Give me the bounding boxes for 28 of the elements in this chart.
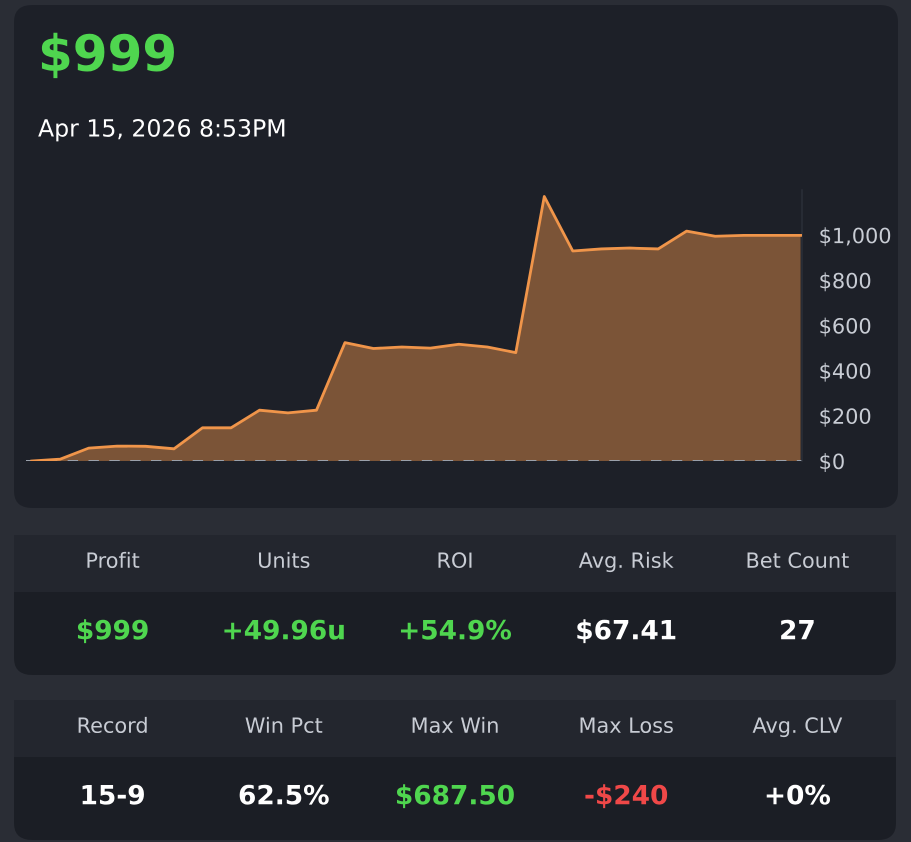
chart-title: $999: [42, 32, 174, 78]
category-label: Win Pct: [246, 716, 322, 734]
text: $999: [78, 619, 148, 644]
y-tick-label: $200: [820, 408, 870, 427]
y-tick-label: $400: [820, 362, 870, 382]
text: $67.41: [577, 619, 676, 644]
category-label: Units: [258, 552, 310, 568]
y-tick-label: $1,000: [820, 227, 890, 246]
text: 27: [781, 620, 814, 640]
text: +54.9%: [400, 620, 511, 640]
category-label: Max Win: [412, 716, 498, 734]
text: -$240: [585, 784, 668, 808]
category-label: Bet Count: [748, 552, 849, 568]
text: $687.50: [396, 784, 514, 808]
category-label: Avg. Risk: [578, 552, 674, 572]
category-label: Profit: [87, 552, 140, 568]
chart-subtitle: Apr 15, 2026 8:53PM: [38, 118, 284, 142]
category-label: Max Loss: [580, 718, 673, 734]
y-tick-label: $600: [820, 318, 870, 336]
category-label: Avg. CLV: [752, 717, 842, 738]
category-label: ROI: [438, 552, 472, 568]
category-label: Record: [78, 716, 147, 734]
y-tick-label: $0: [820, 453, 844, 472]
text: 15-9: [82, 784, 144, 805]
text: +49.96u: [224, 620, 344, 640]
text: +0%: [766, 784, 830, 805]
y-tick-label: $800: [820, 272, 870, 292]
text: 62.5%: [240, 784, 329, 805]
